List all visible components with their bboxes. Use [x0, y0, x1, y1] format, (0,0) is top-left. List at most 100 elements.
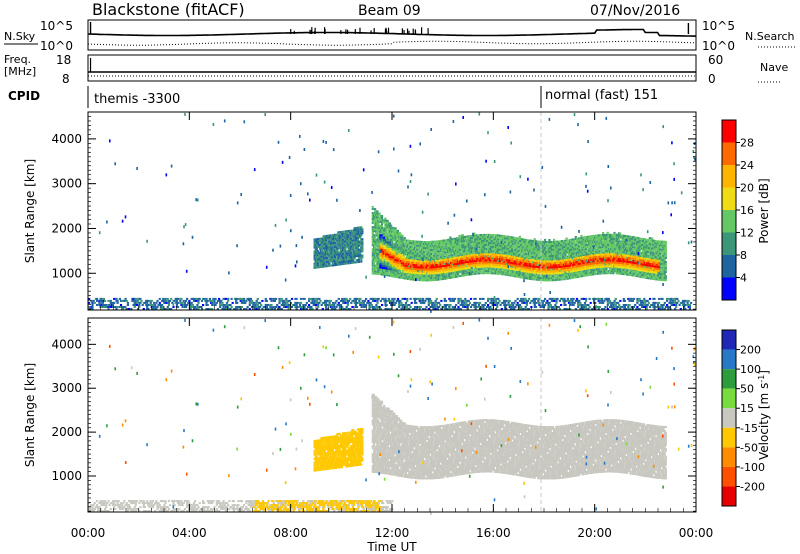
scatter-cell — [417, 254, 420, 257]
scatter-cell — [519, 272, 523, 275]
scatter-cell — [151, 304, 154, 306]
scatter-cell — [119, 299, 123, 302]
scatter-cell — [490, 250, 493, 253]
scatter-cell — [334, 241, 337, 244]
scatter-cell — [545, 259, 548, 262]
scatter-cell — [352, 255, 355, 258]
scatter-cell — [533, 297, 536, 300]
scatter-cell — [653, 301, 656, 304]
scatter-cell — [427, 257, 430, 260]
scatter-cell — [132, 299, 135, 302]
scatter-cell — [293, 304, 296, 306]
scatter-cell — [349, 247, 353, 250]
scatter-cell — [538, 297, 541, 300]
nave-tick-low: 0 — [708, 72, 716, 86]
nave-tick-high: 60 — [708, 53, 723, 67]
scatter-cell — [492, 234, 495, 237]
scatter-cell — [425, 257, 428, 260]
scatter-cell — [442, 257, 445, 260]
scatter-cell — [329, 254, 332, 257]
scatter-cell — [424, 299, 427, 302]
scatter-cell — [332, 256, 335, 259]
scatter-cell — [537, 240, 540, 243]
scatter-cell — [176, 306, 180, 308]
scatter-cell — [383, 235, 386, 238]
scatter-cell — [352, 229, 355, 232]
scatter-cell — [398, 244, 401, 247]
scatter-cell — [332, 248, 335, 251]
scatter-cell — [392, 301, 395, 304]
scatter-cell — [522, 244, 525, 247]
scatter-cell — [510, 254, 513, 257]
scatter-cell — [394, 231, 397, 234]
scatter-cell — [477, 272, 480, 275]
scatter-cell — [562, 274, 565, 277]
scatter-cell — [156, 306, 159, 308]
scatter-cell — [462, 244, 466, 247]
scatter-cell — [346, 244, 349, 247]
scatter-cell — [688, 304, 691, 306]
scatter-cell — [519, 242, 523, 245]
scatter-cell — [644, 301, 647, 304]
scatter-cell — [400, 276, 403, 279]
scatter-cell — [109, 306, 112, 308]
scatter-cell — [581, 297, 584, 300]
scatter-cell — [481, 304, 484, 306]
scatter-cell — [361, 256, 364, 259]
scatter-cell — [516, 255, 519, 258]
scatter-cell — [531, 252, 534, 254]
scatter-cell — [559, 274, 562, 277]
scatter-cell — [375, 272, 378, 275]
scatter-cell — [323, 251, 326, 254]
scatter-cell — [480, 242, 483, 245]
scatter-cell — [606, 299, 609, 302]
scatter-cell — [315, 240, 318, 243]
scatter-cell — [352, 253, 355, 256]
scatter-cell — [417, 240, 420, 243]
scatter-cell — [539, 250, 542, 253]
scatter-cell — [451, 240, 454, 243]
scatter-cell — [491, 270, 494, 273]
scatter-cell — [488, 248, 491, 250]
scatter-cell — [275, 297, 278, 300]
scatter-cell — [661, 297, 664, 300]
scatter-cell — [374, 248, 377, 251]
scatter-cell — [418, 248, 421, 251]
scatter-cell — [480, 250, 483, 253]
scatter-cell — [371, 230, 374, 233]
scatter-cell — [508, 254, 511, 257]
scatter-cell — [474, 238, 477, 241]
scatter-cell — [557, 256, 560, 259]
scatter-cell — [498, 299, 501, 302]
scatter-cell — [493, 244, 496, 247]
scatter-cell — [385, 235, 388, 238]
scatter-cell — [222, 306, 225, 308]
scatter-cell — [436, 274, 439, 277]
scatter-cell — [442, 249, 445, 252]
scatter-cell — [413, 258, 417, 261]
scatter-cell — [377, 236, 380, 239]
scatter-cell — [303, 306, 306, 308]
scatter-cell — [223, 308, 226, 310]
scatter-cell — [469, 306, 473, 308]
scatter-cell — [549, 249, 552, 251]
scatter-cell — [323, 243, 326, 246]
scatter-cell — [591, 308, 595, 310]
scatter-cell — [490, 297, 493, 300]
scatter-cell — [405, 245, 409, 248]
scatter-cell — [417, 246, 420, 249]
scatter-cell — [480, 244, 483, 247]
scatter-cell — [374, 256, 377, 259]
scatter-cell — [517, 249, 520, 252]
noise-tick-high-left: 10^5 — [40, 19, 73, 33]
scatter-cell — [495, 308, 498, 310]
scatter-cell — [324, 255, 328, 258]
scatter-cell — [138, 297, 141, 300]
scatter-cell — [683, 308, 686, 310]
scatter-cell — [371, 222, 374, 225]
scatter-cell — [321, 239, 324, 242]
scatter-cell — [593, 299, 596, 302]
scatter-cell — [349, 245, 353, 248]
scatter-cell — [537, 254, 540, 257]
scatter-cell — [374, 272, 377, 275]
